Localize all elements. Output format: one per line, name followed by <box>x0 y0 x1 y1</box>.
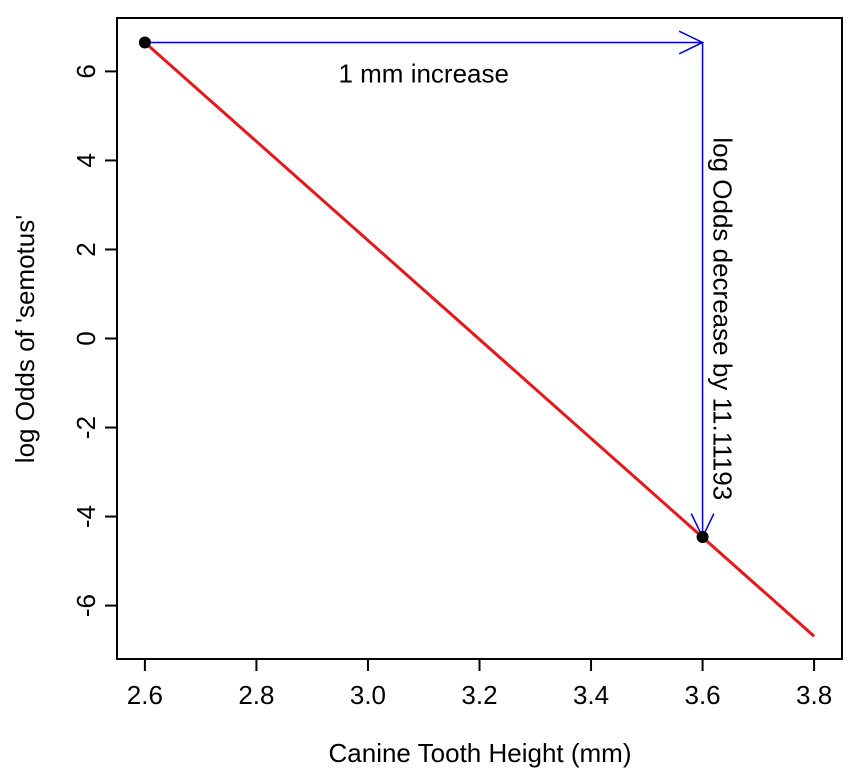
data-point <box>138 36 151 49</box>
y-tick-label: 0 <box>71 331 101 345</box>
y-tick-label: 6 <box>71 64 101 78</box>
x-tick-label: 3.6 <box>684 680 720 710</box>
y-tick-label: 4 <box>71 153 101 167</box>
x-tick-label: 2.8 <box>238 680 274 710</box>
annotation-vertical-label: log Odds decrease by 11.11193 <box>708 137 738 500</box>
y-tick-label: -2 <box>71 416 101 439</box>
annotation-layer: 1 mm increase log Odds decrease by 11.111… <box>138 30 738 544</box>
y-tick-label: 2 <box>71 242 101 256</box>
x-axis: 2.6 2.8 3.0 3.2 3.4 3.6 3.8 <box>127 659 832 710</box>
data-point <box>696 531 709 544</box>
y-tick-label: -4 <box>71 505 101 528</box>
annotation-horizontal-label: 1 mm increase <box>338 58 509 88</box>
y-tick-label: -6 <box>71 594 101 617</box>
x-tick-label: 3.4 <box>573 680 609 710</box>
x-axis-title: Canine Tooth Height (mm) <box>329 738 632 768</box>
x-tick-label: 3.0 <box>350 680 386 710</box>
x-tick-label: 3.8 <box>796 680 832 710</box>
x-tick-label: 2.6 <box>127 680 163 710</box>
y-axis-title: log Odds of 'semotus' <box>10 215 40 463</box>
x-tick-label: 3.2 <box>461 680 497 710</box>
y-axis: -6 -4 -2 0 2 4 6 <box>71 64 117 617</box>
